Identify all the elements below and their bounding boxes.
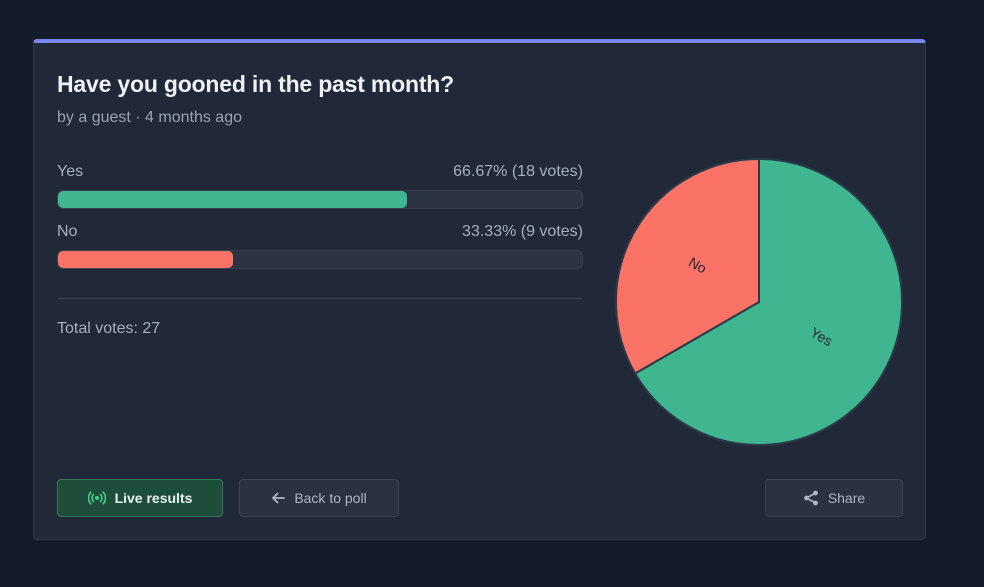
back-to-poll-label: Back to poll: [294, 490, 367, 506]
share-button[interactable]: Share: [765, 479, 903, 517]
option-label: No: [57, 223, 78, 240]
poll-results-card: Have you gooned in the past month? by a …: [33, 39, 926, 540]
option-no: No 33.33% (9 votes): [57, 222, 583, 269]
live-results-label: Live results: [114, 490, 193, 506]
broadcast-icon: [87, 491, 106, 505]
arrow-left-icon: [271, 492, 286, 504]
pie-label-no: No: [686, 254, 710, 277]
poll-meta: by a guest · 4 months ago: [57, 109, 242, 126]
poll-title: Have you gooned in the past month?: [57, 71, 454, 97]
live-results-button[interactable]: Live results: [57, 479, 223, 517]
share-icon: [803, 490, 819, 506]
option-yes: Yes 66.67% (18 votes): [57, 162, 583, 209]
option-stat: 33.33% (9 votes): [462, 223, 583, 240]
pie-slice-yes: [633, 157, 903, 446]
progress-fill: [58, 251, 233, 268]
back-to-poll-button[interactable]: Back to poll: [239, 479, 399, 517]
divider: [57, 298, 583, 299]
total-votes: Total votes: 27: [57, 320, 161, 337]
progress-track: [57, 250, 583, 269]
share-label: Share: [827, 490, 866, 506]
progress-fill: [58, 191, 408, 208]
option-label: Yes: [57, 163, 84, 180]
pie-slice-no: [615, 157, 760, 375]
progress-track: [57, 190, 583, 209]
option-stat: 66.67% (18 votes): [453, 163, 583, 180]
